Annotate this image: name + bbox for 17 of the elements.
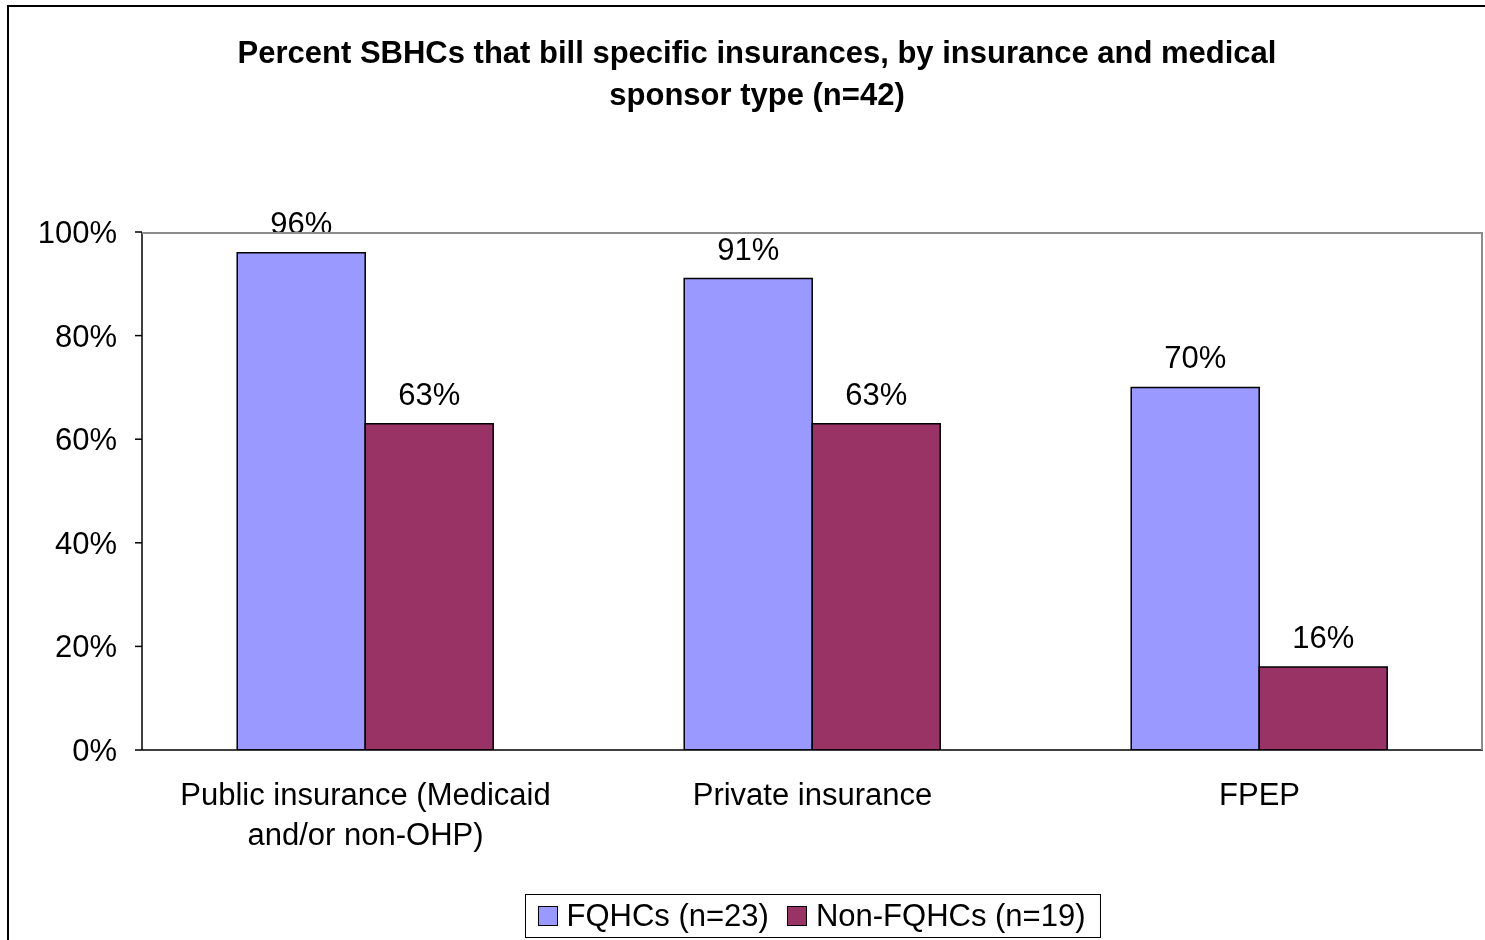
y-tick-label: 20% (54, 629, 117, 665)
y-tick-label: 80% (54, 318, 117, 354)
y-tick-label: 0% (72, 733, 117, 769)
x-tick-label: FPEP (1219, 777, 1300, 813)
y-tick-label: 40% (54, 525, 117, 561)
y-tick-label: 100% (37, 215, 117, 251)
legend-label: FQHCs (n=23) (566, 898, 769, 934)
data-label: 70% (1164, 340, 1227, 376)
data-label: 16% (1292, 620, 1355, 656)
data-label: 63% (398, 376, 461, 412)
y-tick-label: 60% (54, 422, 117, 458)
legend-label: Non-FQHCs (n=19) (815, 898, 1086, 934)
x-tick-label: Private insurance (692, 777, 933, 813)
data-label: 63% (845, 376, 908, 412)
chart-title: Percent SBHCs that bill specific insurances, by insurance and medical sponsor type (n=42) (236, 34, 1278, 114)
x-tick-label: Public insurance (Medicaid and/or non-OHP) (180, 777, 551, 853)
data-label: 91% (717, 231, 780, 267)
